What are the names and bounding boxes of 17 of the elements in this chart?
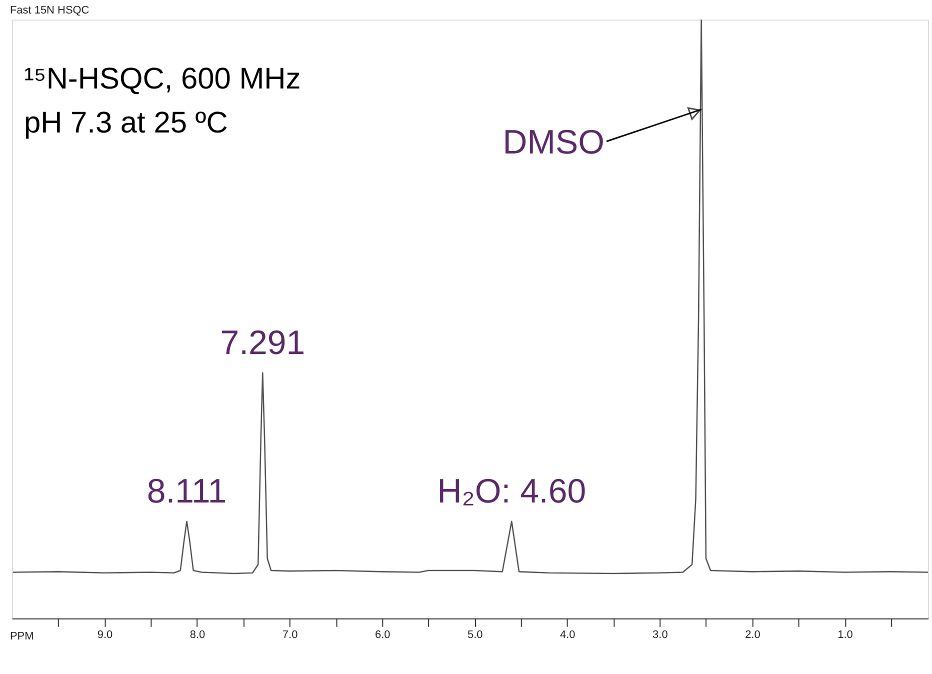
x-tick-label: 2.0 bbox=[745, 628, 760, 641]
annotation: DMSO bbox=[502, 123, 605, 162]
chart-title: Fast 15N HSQC bbox=[10, 4, 90, 17]
annotation: pH 7.3 at 25 ºC bbox=[24, 106, 228, 140]
x-tick-label: 6.0 bbox=[374, 628, 390, 641]
annotation: ¹⁵N-HSQC, 600 MHz bbox=[24, 62, 301, 96]
x-tick-label: 3.0 bbox=[652, 628, 668, 641]
x-tick-label: 8.0 bbox=[190, 628, 206, 641]
annotation: H₂O: 4.60 bbox=[437, 472, 586, 510]
x-tick-label: 1.0 bbox=[838, 628, 853, 641]
x-tick-label: 7.0 bbox=[282, 628, 298, 641]
x-tick-label: 4.0 bbox=[560, 628, 576, 641]
x-tick-label: 9.0 bbox=[97, 628, 113, 641]
annotation: 7.291 bbox=[220, 324, 306, 362]
annotation: 8.111 bbox=[146, 472, 227, 510]
x-tick-label: 5.0 bbox=[467, 628, 483, 641]
x-axis-title: PPM bbox=[10, 630, 34, 642]
